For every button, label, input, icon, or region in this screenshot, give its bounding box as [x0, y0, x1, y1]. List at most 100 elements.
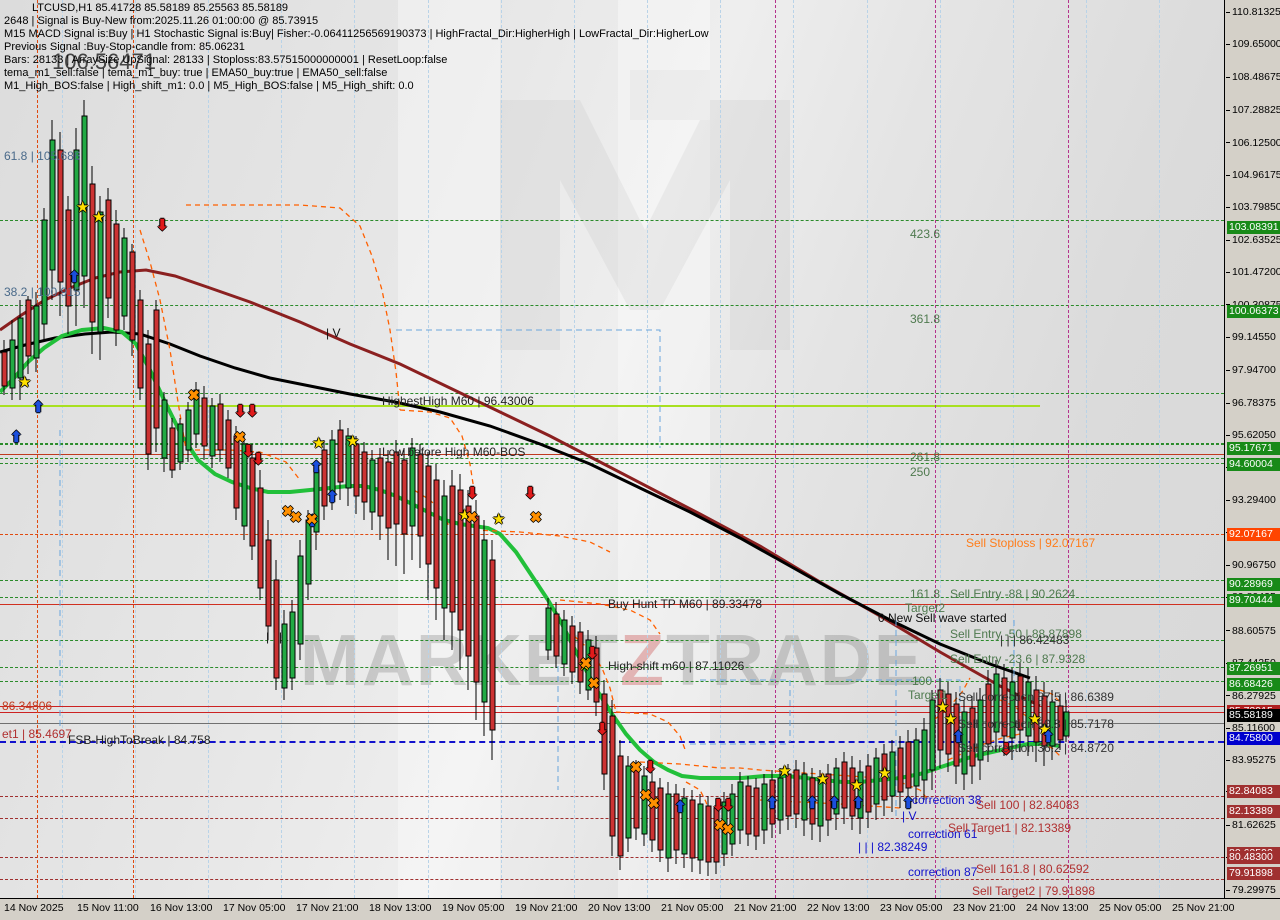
highest-high-line	[0, 405, 1040, 407]
star-marker: ★	[778, 763, 792, 780]
star-marker: ★	[346, 433, 360, 450]
buy-arrow-up: ⬆	[902, 795, 915, 812]
price-tick: 96.78375	[1225, 397, 1280, 410]
price-tick: 90.96750	[1225, 559, 1280, 572]
time-tick: 16 Nov 13:00	[150, 902, 213, 914]
chart-annotation: Sell correction 60.8 | 85.7178	[958, 717, 1114, 731]
sell-arrow-down: ⬇	[524, 485, 537, 502]
buy-arrow-up: ⬆	[674, 799, 687, 816]
chart-plot-area[interactable]: MARKETZTRADE	[0, 0, 1224, 898]
sell-arrow-down: ⬇	[246, 403, 259, 420]
chart-annotation: correction 87	[908, 865, 978, 879]
fib-level-line	[0, 640, 1224, 641]
sell-arrow-down: ⬇	[712, 797, 725, 814]
price-tick: 104.96175	[1225, 169, 1280, 182]
session-band	[618, 0, 710, 898]
time-tick: 25 Nov 21:00	[1172, 902, 1235, 914]
sell-arrow-down: ⬇	[596, 721, 609, 738]
cross-marker: ✖	[530, 509, 542, 525]
chart-annotation: correction 61	[908, 827, 978, 841]
cross-marker: ✖	[282, 503, 294, 519]
star-marker: ★	[944, 711, 958, 728]
time-tick: 14 Nov 2025	[4, 902, 64, 914]
time-tick: 23 Nov 21:00	[953, 902, 1016, 914]
cross-marker: ✖	[290, 509, 302, 525]
time-tick: 18 Nov 13:00	[369, 902, 432, 914]
chart-annotation: Sell Entry -50 | 88.87898	[950, 627, 1082, 641]
time-tick: 20 Nov 13:00	[588, 902, 651, 914]
star-marker: ★	[878, 765, 892, 782]
chart-annotation: Sell Target2 | 79.91898	[972, 884, 1095, 898]
price-tag-orange[interactable]: 92.07167	[1227, 528, 1280, 542]
price-tag-blue[interactable]: 84.75800	[1227, 731, 1280, 745]
price-tag-green[interactable]: 94.60004	[1227, 457, 1280, 471]
chart-series-overlay	[0, 100, 1070, 876]
buy-arrow-up: ⬆	[828, 795, 841, 812]
star-marker: ★	[18, 374, 32, 391]
star-marker: ★	[312, 435, 326, 452]
price-tag-darkred[interactable]: 80.48300	[1227, 851, 1280, 865]
star-marker: ★	[1028, 711, 1042, 728]
price-tick: 95.62050	[1225, 429, 1280, 442]
fib-level-line	[0, 443, 1224, 444]
price-tag-green[interactable]: 89.70444	[1227, 594, 1280, 608]
buy-arrow-up: ⬆	[310, 459, 323, 476]
fib-level-line	[0, 681, 1224, 682]
chart-annotation: Sell 100 | 82.84083	[976, 798, 1080, 812]
price-tick: 109.65000	[1225, 38, 1280, 51]
fib-level-line	[0, 458, 1224, 459]
price-tag-green[interactable]: 95.17671	[1227, 441, 1280, 455]
buy-arrow-up: ⬆	[68, 269, 81, 286]
sell-arrow-down: ⬇	[242, 443, 255, 460]
buy-arrow-up: ⬆	[1042, 729, 1055, 746]
broker-watermark: MARKETZTRADE	[300, 621, 924, 701]
cross-marker: ✖	[306, 511, 318, 527]
event-vline	[775, 0, 776, 898]
price-tag-darkred[interactable]: 82.13389	[1227, 805, 1280, 819]
buy-arrow-up: ⬆	[32, 399, 45, 416]
price-tag-darkred[interactable]: 82.84083	[1227, 785, 1280, 799]
price-tag-darkred[interactable]: 79.91898	[1227, 866, 1280, 880]
time-tick: 19 Nov 21:00	[515, 902, 578, 914]
price-tag-black[interactable]: 85.58189	[1227, 708, 1280, 722]
chart-annotation: Sell Entry -23.6 | 87.9328	[950, 652, 1086, 666]
vertical-gridline	[62, 0, 63, 898]
price-tag-green[interactable]: 87.26951	[1227, 661, 1280, 675]
chart-annotation: correction 38	[912, 793, 982, 807]
cross-marker: ✖	[714, 817, 726, 833]
cross-marker: ✖	[648, 795, 660, 811]
chart-info-block: LTCUSD,H1 85.41728 85.58189 85.25563 85.…	[4, 2, 709, 93]
cross-marker: ✖	[466, 509, 478, 525]
fib-level-line	[0, 305, 1224, 306]
sell-arrow-down: ⬇	[156, 217, 169, 234]
star-marker: ★	[850, 777, 864, 794]
price-tag-green[interactable]: 86.68426	[1227, 678, 1280, 692]
fib-level-line	[0, 580, 1224, 581]
vertical-gridline	[867, 0, 868, 898]
info-line: M15 MACD Signal is:Buy | H1 Stochastic S…	[4, 28, 709, 40]
star-marker: ★	[492, 511, 506, 528]
candlestick-series	[1, 100, 1070, 876]
time-tick: 25 Nov 05:00	[1099, 902, 1162, 914]
buy-arrow-up: ⬆	[806, 795, 819, 812]
star-marker: ★	[92, 209, 106, 226]
chart-annotation: 100	[912, 674, 933, 688]
time-tick: 19 Nov 05:00	[442, 902, 505, 914]
price-tag-green[interactable]: 90.28969	[1227, 577, 1280, 591]
time-axis[interactable]: 14 Nov 2025 15 Nov 11:00 16 Nov 13:00 17 No…	[0, 898, 1280, 920]
buy-arrow-up: ⬆	[952, 729, 965, 746]
price-tag-green[interactable]: 103.08391	[1227, 221, 1280, 235]
chart-annotation: 0 New Sell wave started	[878, 611, 1007, 625]
sell-1618-line	[0, 857, 1224, 858]
chart-annotation: | | | 86.42483	[1000, 633, 1070, 647]
channel-box	[59, 329, 1015, 820]
price-tag-green[interactable]: 100.06373	[1227, 305, 1280, 319]
chart-annotation: HighestHigh M60 | 96.43006	[382, 394, 534, 408]
star-marker: ★	[76, 199, 90, 216]
price-tick: 108.48675	[1225, 71, 1280, 84]
vertical-gridline	[720, 0, 721, 898]
sell-arrow-down: ⬇	[586, 645, 599, 662]
time-tick: 22 Nov 13:00	[807, 902, 870, 914]
chart-annotation: | | | 82.38249	[858, 840, 928, 854]
price-axis[interactable]: 110.81325 109.65000 108.48675 107.28825 106.…	[1224, 0, 1280, 898]
